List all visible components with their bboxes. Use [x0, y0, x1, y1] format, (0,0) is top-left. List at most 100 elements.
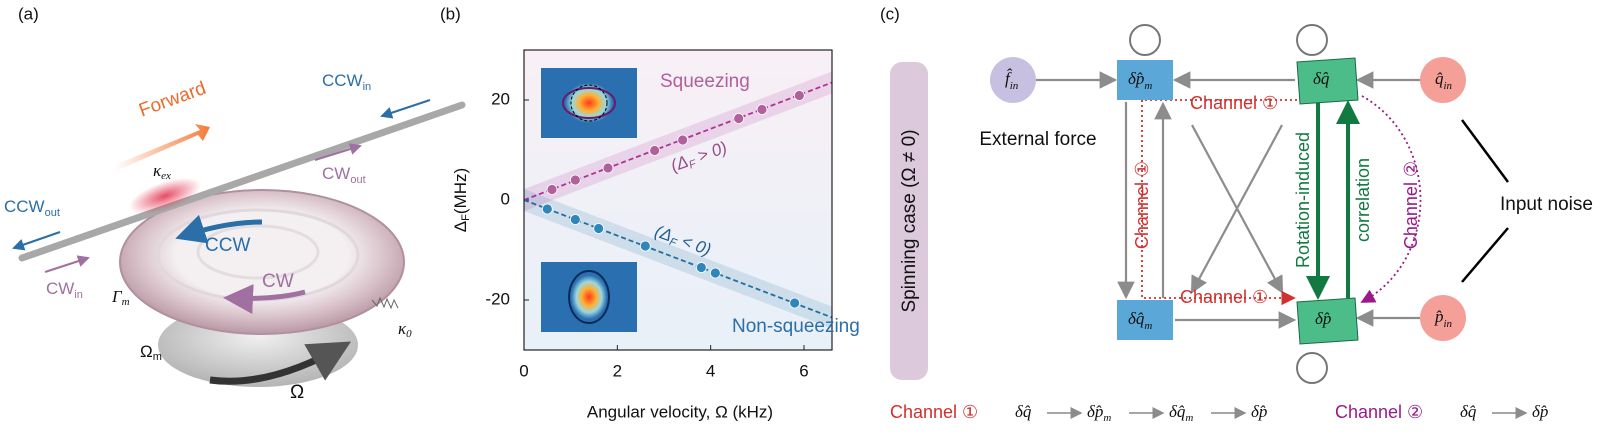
node	[1117, 60, 1173, 100]
panel-label: (b)	[440, 4, 461, 23]
panel-label: (a)	[18, 4, 39, 23]
arrow	[12, 231, 61, 251]
forward-label: Forward	[136, 78, 209, 122]
point	[593, 223, 605, 234]
point	[789, 297, 801, 309]
arrow	[380, 99, 431, 119]
loss-wave	[371, 296, 399, 310]
node	[1420, 57, 1466, 103]
brace-line	[1460, 119, 1510, 183]
forward-arrow	[115, 124, 210, 170]
label: Input noise	[1500, 194, 1593, 215]
y-axis-label: ΔF(MHz)	[451, 168, 471, 232]
label: CW	[262, 271, 294, 292]
label: CCWin	[322, 71, 371, 92]
channel-label: Channel ②	[1401, 161, 1421, 249]
self-loop	[1129, 24, 1161, 56]
inset-ellipse	[562, 87, 616, 119]
legend-node-main: δq̂	[1169, 402, 1186, 421]
point	[541, 203, 553, 215]
label: CCW	[205, 235, 250, 256]
channel-label: Channel ①	[1190, 93, 1278, 113]
fit-line	[523, 199, 833, 319]
series-label: Squeezing	[660, 71, 750, 92]
arrow	[1190, 124, 1283, 294]
label: CWout	[322, 164, 366, 185]
label: External force	[979, 129, 1096, 150]
x-tick-label: 4	[706, 361, 715, 380]
point	[569, 214, 581, 225]
arrow	[44, 255, 90, 273]
node-label: δp̂	[1315, 309, 1331, 328]
legend-name: Channel ②	[1335, 402, 1423, 422]
legend-node: δq̂	[1015, 402, 1032, 421]
side-bar	[890, 62, 928, 380]
legend-name: Channel ①	[890, 402, 978, 422]
point	[569, 174, 581, 186]
ccw-arrow	[175, 214, 263, 244]
label: correlation	[1353, 158, 1373, 242]
series-label: Non-squeezing	[732, 316, 860, 337]
label: κ0	[398, 319, 412, 340]
node-label: δq̂m	[1128, 309, 1152, 332]
rotation-arrow	[209, 341, 352, 385]
legend-node-sub: m	[1185, 412, 1193, 424]
node-label: q̂in	[1435, 69, 1453, 92]
y-tick-label: 0	[501, 189, 510, 208]
self-loop	[1296, 352, 1328, 384]
point	[695, 262, 707, 273]
node	[1296, 297, 1359, 345]
fiber	[18, 101, 466, 262]
label: CCWout	[4, 197, 60, 218]
node	[1117, 300, 1173, 340]
point	[733, 113, 745, 124]
node-label: δq̂	[1313, 69, 1330, 88]
point	[639, 240, 651, 252]
legend-node: δq̂	[1460, 402, 1477, 421]
self-loop	[1296, 24, 1328, 56]
legend-node-main: δp̂	[1251, 402, 1267, 421]
inset-blob	[571, 275, 607, 319]
inset-blob	[565, 83, 613, 123]
arrow	[314, 143, 362, 161]
point	[709, 267, 721, 279]
label: Γm	[111, 287, 130, 308]
point	[546, 184, 558, 195]
point	[677, 134, 689, 146]
plot-frame	[523, 49, 833, 351]
inset-circle	[570, 84, 608, 122]
inset-ellipse	[568, 270, 610, 324]
point	[756, 104, 768, 115]
x-tick-label: 6	[799, 361, 808, 380]
legend: Channel ① δq̂ δp̂m δq̂m δp̂ Channel ② δq̂ δp̂	[890, 402, 1548, 424]
legend-node-main: δp̂	[1532, 402, 1548, 421]
y-tick-label: -20	[485, 289, 510, 308]
legend-node: δp̂	[1251, 402, 1267, 421]
x-tick-label: 0	[519, 361, 528, 380]
y-tick-label: 20	[491, 89, 510, 108]
point	[793, 90, 805, 101]
label: CWin	[46, 279, 83, 300]
channel2-path	[1360, 95, 1422, 303]
label: Ωm	[140, 342, 162, 362]
chart	[523, 71, 833, 350]
label: κex	[153, 161, 171, 182]
point	[602, 162, 614, 174]
label: Rotation-induced	[1293, 132, 1313, 268]
panel-label: (c)	[880, 4, 900, 23]
channel1-path	[1141, 99, 1297, 306]
cw-arrow	[223, 284, 306, 315]
channel-label: Channel ①	[1132, 161, 1152, 249]
legend-node: δp̂m	[1087, 402, 1111, 424]
brace-line	[1461, 227, 1509, 283]
node-label: p̂in	[1434, 307, 1453, 330]
point	[649, 145, 661, 156]
side-label: Spinning case (Ω ≠ 0)	[899, 129, 920, 312]
legend-node-main: δq̂	[1460, 402, 1477, 421]
node	[1296, 57, 1359, 105]
x-axis-label: Angular velocity, Ω (kHz)	[587, 402, 773, 421]
legend-node-main: δq̂	[1015, 402, 1032, 421]
legend-node-main: δp̂	[1087, 402, 1103, 421]
legend-node: δq̂m	[1169, 402, 1193, 424]
